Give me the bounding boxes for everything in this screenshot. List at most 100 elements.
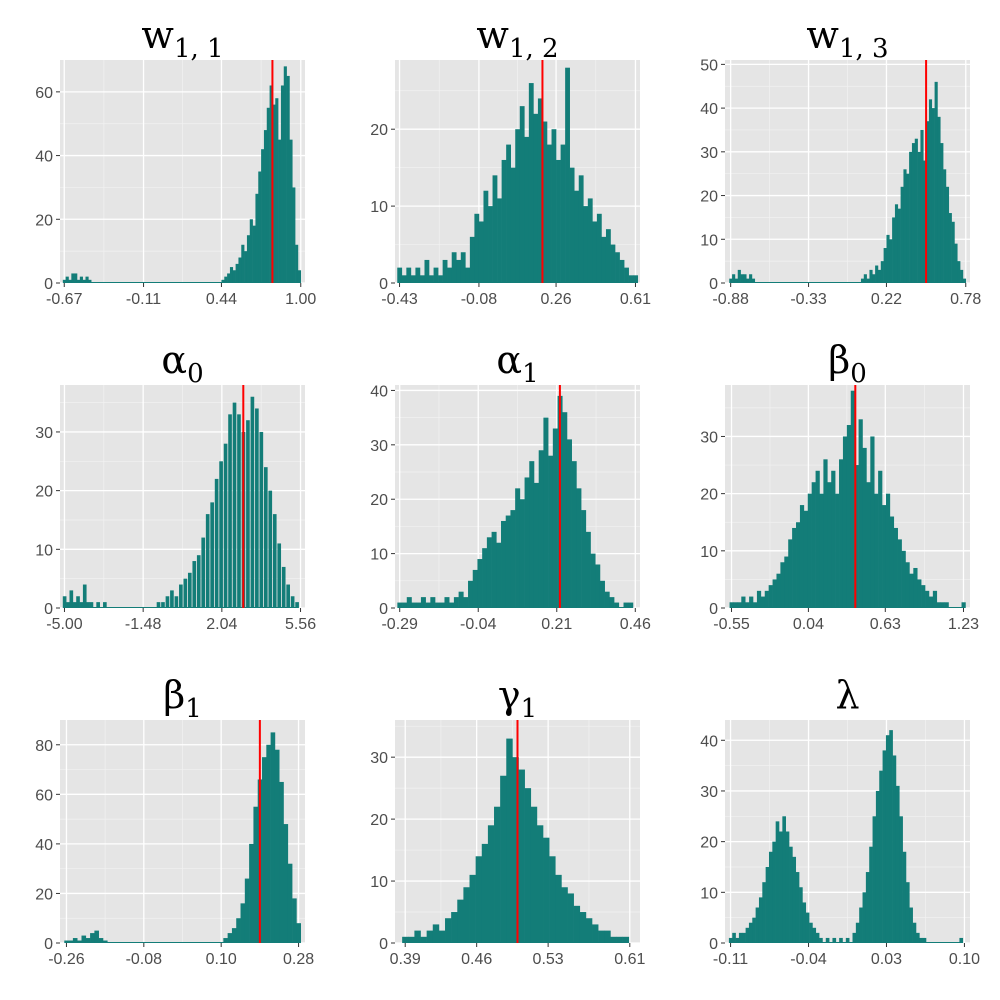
x-tick-label: -0.26 [48,951,85,968]
histogram-bar [244,878,250,943]
x-tick-label: 0.78 [950,291,981,308]
x-tick-label: 0.10 [949,951,980,968]
histogram-bar [402,602,408,608]
x-tick-label: -5.00 [46,616,83,633]
histogram-bar [875,790,880,943]
histogram-bar [82,279,86,283]
histogram-bar [795,872,800,943]
histogram-bar [90,933,95,943]
histogram-bar [270,732,276,943]
histogram-bar [875,265,879,283]
histogram-bar [278,139,282,283]
y-tick-label: 20 [35,484,53,501]
y-tick-label: 10 [370,199,388,216]
histogram-bar [253,806,259,943]
histogram-bar [756,590,762,608]
histogram-bar [623,602,629,608]
histogram-bar [524,788,532,943]
histogram-bar [279,781,284,943]
histogram-bar [962,278,967,283]
histogram-bar [223,938,228,943]
histogram-bar [201,537,206,608]
y-tick-label: 0 [44,936,53,953]
histogram-bar [255,408,259,608]
histogram-bar [453,597,459,608]
histogram-bar [183,578,188,608]
histogram-bar [246,420,250,608]
histogram-bar [82,584,87,608]
histogram-bar [866,278,870,283]
histogram-bar [599,580,605,608]
histogram-bar [845,937,850,943]
histogram-bar [592,221,598,283]
histogram-bar [249,219,253,283]
histogram-bar [411,602,417,608]
histogram-bar [510,167,516,283]
histogram-bar [615,252,620,283]
histogram-bar [912,922,917,943]
histogram-bar [940,143,944,283]
histogram-bar [227,273,231,283]
histogram-bar [788,539,793,608]
histogram-bar [803,510,809,608]
histogram-bar [792,527,797,608]
histogram-bar [865,872,870,943]
histogram-panel-3: 0 10 20 30 40 50 -0.88 -0.33 0.22 0.78 w1, 3 [700,13,981,308]
histogram-bar [295,244,299,283]
histogram-bar [732,932,736,943]
histogram-bar [743,274,747,283]
histogram-bar [590,553,596,608]
histogram-bar [760,596,766,608]
histogram-bar [519,106,525,283]
histogram-bar [515,129,521,283]
histogram-bar [546,144,552,283]
histogram-bar [796,522,801,608]
histogram-bar [165,596,170,608]
histogram-bar [505,515,511,608]
x-tick-label: 1.23 [948,616,979,633]
panel-title-subscript: 1 [521,694,538,724]
histogram-bar [491,531,497,608]
histogram-bar [280,85,285,283]
x-tick-label: 1.00 [285,291,316,308]
histogram-bar [420,936,427,943]
histogram-bar [892,217,896,283]
histogram-bar [506,738,513,943]
histogram-bar [883,248,887,283]
histogram-bar [463,597,469,608]
histogram-bar [487,825,495,943]
histogram-bar [232,270,236,283]
histogram-bar [921,585,926,608]
histogram-bar [424,259,430,283]
histogram-bar [735,937,740,943]
x-tick-label: -1.48 [125,616,162,633]
histogram-bar [729,602,734,608]
histogram-bar [469,874,476,943]
histogram-bar [899,816,903,943]
histogram-bar [66,602,70,608]
histogram-bar [809,922,813,943]
histogram-bar [799,887,803,943]
histogram-panel-2: 0 10 20 -0.43 -0.08 0.26 0.61 w1, 2 [370,13,651,308]
histogram-bar [420,597,426,608]
panel-title: β1 [163,673,202,724]
histogram-bar [406,267,412,283]
histogram-bar [960,269,964,283]
histogram-bar [62,596,67,608]
histogram-bar [549,856,556,943]
panel-title: w1, 1 [141,13,223,64]
panel-title-subscript: 1, 2 [509,34,559,64]
y-tick-label: 40 [35,149,53,166]
histogram-bar [578,175,584,283]
histogram-bar [852,932,857,943]
histogram-bar [745,602,750,608]
histogram-bar [174,596,179,608]
histogram-bar [74,273,78,283]
y-tick-label: 60 [35,787,53,804]
histogram-bar [863,274,867,283]
histogram-bar [69,590,74,608]
histogram-bar [528,83,534,283]
histogram-bar [524,136,530,283]
histogram-bar [894,204,899,283]
